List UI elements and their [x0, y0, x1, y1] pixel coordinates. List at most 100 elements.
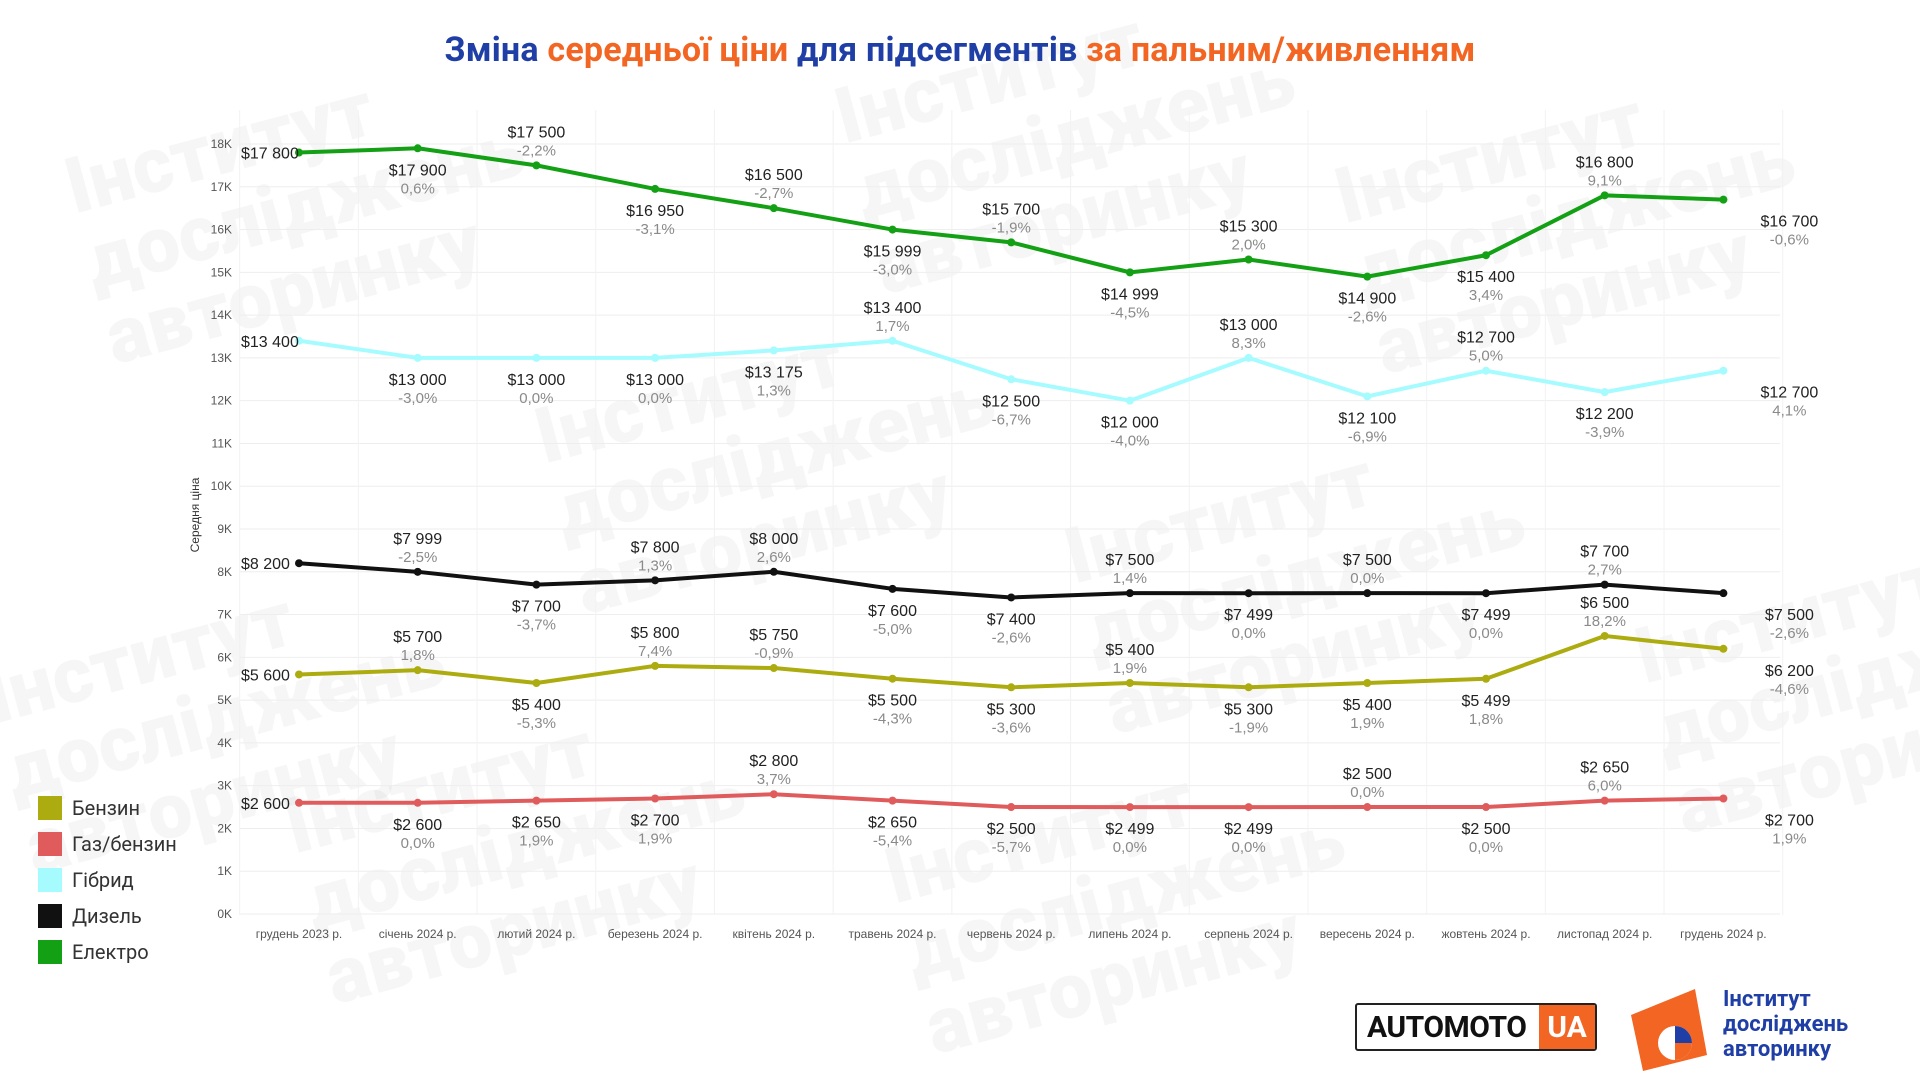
data-value-label: $17 800: [241, 146, 299, 163]
data-point: [295, 148, 303, 157]
x-tick-label: січень 2024 р.: [379, 927, 457, 941]
data-point: [1363, 272, 1372, 281]
data-change-label: 2,7%: [1588, 562, 1622, 579]
y-tick-label: 15K: [211, 265, 232, 279]
y-tick-label: 9K: [217, 522, 232, 536]
data-point: [413, 798, 422, 807]
data-point: [295, 670, 303, 679]
data-value-label: $15 999: [864, 244, 922, 261]
data-change-label: 3,7%: [757, 771, 791, 788]
y-tick-label: 3K: [217, 779, 232, 793]
data-change-label: 0,0%: [1469, 839, 1503, 856]
data-point: [1719, 366, 1728, 375]
data-point: [769, 790, 778, 799]
data-point: [1600, 796, 1609, 805]
data-change-label: -3,6%: [992, 719, 1031, 736]
data-change-label: -0,6%: [1770, 232, 1809, 249]
data-change-label: 1,9%: [638, 831, 672, 848]
legend-swatch: [38, 832, 62, 856]
data-value-label: $15 400: [1457, 269, 1515, 286]
x-tick-label: грудень 2023 р.: [256, 927, 342, 941]
data-change-label: -2,5%: [398, 549, 437, 566]
data-change-label: -2,6%: [992, 629, 1031, 646]
data-change-label: 18,2%: [1583, 613, 1626, 630]
data-change-label: 1,8%: [401, 647, 435, 664]
data-value-label: $14 999: [1101, 286, 1159, 303]
data-value-label: $7 999: [393, 531, 442, 548]
data-change-label: 4,1%: [1772, 403, 1806, 420]
data-value-label: $7 700: [1580, 544, 1629, 561]
data-point: [1719, 794, 1728, 803]
data-point: [1482, 674, 1490, 683]
data-value-label: $2 499: [1224, 821, 1273, 838]
x-tick-label: листопад 2024 р.: [1557, 927, 1652, 941]
data-value-label: $13 000: [1220, 317, 1278, 334]
data-point: [1007, 683, 1016, 692]
data-point: [1482, 366, 1490, 375]
data-change-label: 1,9%: [1350, 715, 1384, 732]
data-point: [1244, 589, 1253, 598]
data-change-label: -0,9%: [754, 645, 793, 662]
series-line: [298, 561, 1724, 600]
automoto-logo-text: AUTOMOTO: [1367, 1009, 1527, 1045]
data-value-label: $13 400: [864, 300, 922, 317]
x-tick-label: жовтень 2024 р.: [1441, 927, 1530, 941]
data-point: [295, 798, 303, 807]
data-value-label: $13 400: [241, 334, 299, 351]
data-value-label: $7 700: [512, 599, 561, 616]
data-value-label: $15 700: [982, 201, 1040, 218]
data-point: [1244, 683, 1253, 692]
x-tick-label: грудень 2024 р.: [1680, 927, 1766, 941]
title-part: для підсегментів: [788, 30, 1087, 70]
data-point: [1363, 589, 1372, 598]
legend: Бензин Газ/бензин Гібрид Дизель Електро: [38, 790, 177, 970]
data-value-label: $12 500: [982, 393, 1040, 410]
legend-swatch: [38, 904, 62, 928]
data-value-label: $2 500: [1462, 821, 1511, 838]
data-value-label: $7 500: [1343, 552, 1392, 569]
series-line: [298, 338, 1724, 403]
data-point: [532, 679, 541, 687]
data-change-label: 9,1%: [1588, 172, 1622, 189]
automoto-logo: AUTOMOTO UA: [1355, 1003, 1597, 1051]
data-point: [651, 794, 660, 803]
y-tick-label: 2K: [217, 821, 232, 835]
data-change-label: 3,4%: [1469, 287, 1503, 304]
title-part: Зміна: [444, 30, 548, 70]
legend-label: Дизель: [72, 904, 142, 928]
data-point: [651, 353, 660, 362]
data-point: [532, 796, 541, 805]
data-value-label: $16 950: [626, 203, 684, 220]
data-point: [888, 225, 897, 234]
data-point: [1125, 589, 1134, 598]
y-tick-label: 7K: [217, 608, 232, 622]
data-point: [1482, 803, 1490, 812]
data-change-label: 2,6%: [757, 549, 791, 566]
y-tick-label: 1K: [217, 864, 232, 878]
x-tick-label: квітень 2024 р.: [733, 927, 816, 941]
data-value-label: $2 700: [1765, 813, 1814, 830]
x-tick-label: березень 2024 р.: [608, 927, 703, 941]
institute-line: Інститут: [1723, 987, 1811, 1012]
data-value-label: $2 499: [1105, 821, 1154, 838]
data-value-label: $2 800: [749, 753, 798, 770]
data-value-label: $13 175: [745, 364, 803, 381]
data-change-label: -4,3%: [873, 711, 912, 728]
data-point: [1125, 803, 1134, 812]
data-value-label: $8 000: [749, 531, 798, 548]
y-tick-label: 8K: [217, 565, 232, 579]
data-value-label: $17 900: [389, 162, 447, 179]
data-value-label: $5 800: [631, 625, 680, 642]
chart-title: Зміна середньої ціни для підсегментів за…: [0, 30, 1920, 70]
data-point: [532, 161, 541, 170]
data-point: [1363, 679, 1372, 687]
data-point: [1244, 255, 1253, 264]
data-value-label: $12 100: [1338, 410, 1396, 427]
data-change-label: 0,0%: [401, 835, 435, 852]
data-change-label: 0,0%: [1231, 839, 1265, 856]
data-value-label: $5 400: [1105, 642, 1154, 659]
data-point: [295, 559, 303, 568]
data-value-label: $2 700: [631, 813, 680, 830]
institute-line: авторинку: [1723, 1037, 1832, 1062]
data-value-label: $12 700: [1457, 330, 1515, 347]
